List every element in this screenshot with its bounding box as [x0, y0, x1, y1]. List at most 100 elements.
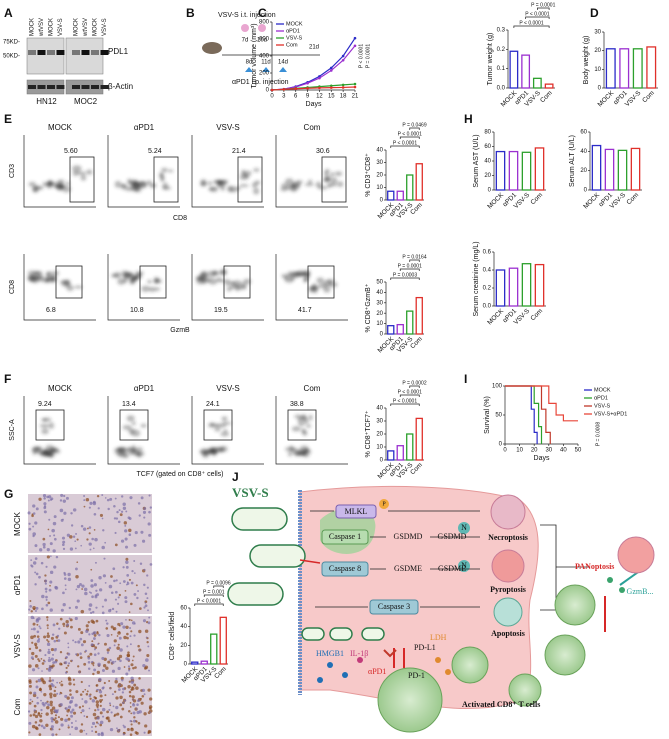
- sig-bracket: [213, 585, 224, 588]
- ihc-cell: [27, 710, 31, 713]
- band: [100, 50, 109, 55]
- flow-event: [281, 273, 290, 278]
- bar: [406, 310, 414, 335]
- ihc-cell: [34, 714, 39, 719]
- flow-group: MOCK: [48, 384, 73, 393]
- flow-gate: [55, 265, 83, 299]
- flow-event: [77, 171, 86, 176]
- ihc-cell: [46, 616, 49, 619]
- flow-event: [298, 422, 305, 427]
- band: [91, 85, 99, 89]
- flow-event: [32, 186, 39, 193]
- panel-label: C: [258, 6, 267, 20]
- lane-label: MOCK: [30, 18, 36, 36]
- ihc-cell: [99, 588, 103, 592]
- ihc-cell: [44, 654, 47, 657]
- ihc-cell: [137, 721, 141, 725]
- ihc-cell: [43, 635, 47, 639]
- ihc-cell: [133, 543, 137, 547]
- ihc-cell: [49, 695, 53, 699]
- point: [329, 86, 333, 89]
- ihc-cell: [74, 605, 78, 609]
- ihc-cell: [93, 633, 97, 637]
- ihc-cell: [101, 517, 104, 520]
- point: [341, 86, 345, 89]
- ihc-cell: [39, 719, 43, 723]
- ihc-cell: [77, 640, 81, 644]
- p-value: P = 0.0008: [595, 422, 601, 446]
- ihc-cell: [104, 497, 107, 499]
- ihc-cell: [88, 694, 92, 698]
- ihc-cell: [87, 660, 91, 664]
- ihc-cell: [144, 602, 147, 604]
- bar: [544, 83, 554, 89]
- ihc-cell: [115, 677, 118, 681]
- ihc-cell: [128, 528, 132, 533]
- y-tick-label: 50: [376, 280, 383, 286]
- flow-event: [254, 180, 261, 185]
- ihc-cell: [32, 534, 35, 538]
- ihc-cell: [79, 693, 83, 696]
- ihc-cell: [111, 669, 116, 673]
- flow-event: [158, 172, 164, 178]
- ihc-cell: [106, 716, 110, 720]
- flow-event: [223, 429, 228, 433]
- y-axis-label: CD8⁺ cells/field: [169, 612, 176, 661]
- bar: [508, 267, 519, 307]
- point: [329, 69, 333, 72]
- x-tick-label: 10: [516, 448, 523, 454]
- ihc-cell: [114, 598, 118, 601]
- ihc-cell: [104, 694, 107, 697]
- legend-label: VSV-S+αPD1: [594, 411, 627, 417]
- p-value: P < 0.0001: [519, 20, 543, 26]
- flow-event: [221, 416, 228, 422]
- ihc-cell: [124, 545, 129, 549]
- point: [294, 87, 298, 91]
- ihc-cell: [38, 625, 41, 628]
- y-tick-label: 10: [376, 445, 383, 451]
- flow-event: [43, 451, 52, 457]
- ihc-cell: [34, 544, 38, 548]
- ihc-cell: [59, 617, 63, 621]
- flow-event: [229, 186, 239, 193]
- ihc-cell: [49, 580, 53, 584]
- ihc-cell: [63, 571, 66, 575]
- p-value: P = 0.0002: [402, 380, 426, 386]
- ihc-cell: [101, 669, 105, 673]
- ihc-cell: [66, 533, 70, 537]
- y-axis-label: % CD8⁺TCF7⁺: [365, 410, 372, 457]
- ihc-cell: [128, 611, 131, 613]
- diagram: VSV-S MLKL P Caspase 1 Caspase 8 GSDMD G…: [227, 485, 655, 733]
- schedule-virus: VSV-S i.t. injection: [218, 12, 276, 19]
- cell-line: MOC2: [74, 97, 98, 106]
- bar: [415, 417, 423, 461]
- ihc-cell: [144, 592, 148, 596]
- panel-label: J: [232, 470, 239, 484]
- ihc-cell: [122, 580, 126, 583]
- ihc-cell: [125, 510, 128, 513]
- ihc-cell: [81, 709, 85, 713]
- ihc-cell: [60, 723, 64, 727]
- ihc-cell: [59, 499, 63, 502]
- ihc-cell: [50, 703, 53, 707]
- ihc-cell: [93, 529, 96, 531]
- y-axis-label: % CD8⁺GzmB⁺: [365, 283, 372, 332]
- ihc-cell: [43, 660, 46, 663]
- ihc-cell: [48, 667, 52, 671]
- ihc-cell: [133, 716, 136, 719]
- ihc-cell: [96, 688, 98, 691]
- ihc-cell: [99, 704, 102, 708]
- ihc-cell: [92, 672, 95, 676]
- ihc-cell: [120, 539, 125, 543]
- panel-label: I: [464, 372, 467, 386]
- ihc-cell: [89, 611, 93, 614]
- ihc-cell: [104, 582, 107, 584]
- ihc-cell: [50, 647, 55, 652]
- flow-event: [243, 278, 252, 285]
- ihc-cell: [83, 715, 86, 717]
- ihc-cell: [49, 570, 54, 575]
- ihc-cell: [114, 660, 117, 663]
- caspase3: Caspase 3: [378, 602, 410, 611]
- ihc-cell: [49, 692, 53, 697]
- flow-event: [253, 187, 260, 195]
